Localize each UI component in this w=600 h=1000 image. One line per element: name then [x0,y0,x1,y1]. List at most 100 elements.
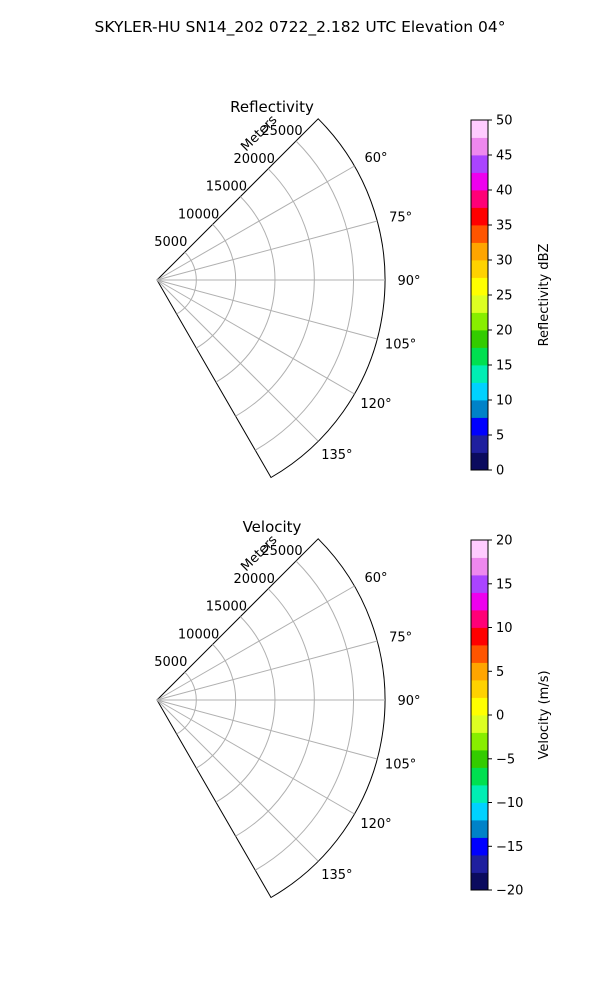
reflectivity-colorbar-swatch [471,190,488,208]
velocity-colorbar-swatch [471,767,488,786]
velocity-colorbar-tick-label: 15 [496,577,513,592]
reflectivity-colorbar-tick-label: 30 [496,254,513,269]
velocity-colorbar-swatch [471,715,488,733]
reflectivity-title: Reflectivity [230,98,314,116]
reflectivity-colorbar-swatch [471,172,488,191]
velocity-angle-tick-label: 105° [385,758,416,773]
figure-title: SKYLER-HU SN14_202 0722_2.182 UTC Elevat… [95,18,506,37]
reflectivity-range-tick-label: 5000 [154,235,187,250]
velocity-range-ring [215,616,276,803]
velocity-colorbar-tick-label: −10 [496,796,523,811]
velocity-colorbar-swatch [471,540,488,558]
reflectivity-colorbar-swatch [471,382,488,401]
reflectivity-angle-tick-label: 75° [389,210,412,225]
reflectivity-colorbar-swatch [471,207,488,226]
velocity-colorbar-swatch [471,557,488,576]
reflectivity-range-ring [196,224,237,349]
reflectivity-angle-tick-label: 90° [397,274,420,289]
velocity-colorbar-tick-label: −20 [496,884,523,899]
velocity-range-ring [196,644,237,769]
velocity-angle-spoke [156,585,355,701]
reflectivity-colorbar-tick-label: 25 [496,289,513,304]
velocity-angle-tick-label: 75° [389,630,412,645]
reflectivity-angle-spoke [156,279,378,340]
reflectivity-colorbar-tick-label: 40 [496,184,513,199]
reflectivity-angle-spoke [156,165,355,281]
velocity-colorbar-swatch [471,680,488,698]
reflectivity-range-tick-label: 10000 [178,207,219,222]
reflectivity-colorbar-tick-label: 50 [496,114,513,129]
reflectivity-colorbar-swatch [471,242,488,261]
reflectivity-range-ring [255,140,355,451]
velocity-angle-spoke [156,640,378,701]
velocity-colorbar-swatch [471,802,488,821]
reflectivity-colorbar-swatch [471,312,488,331]
velocity-range-ring [176,671,197,735]
reflectivity-range-tick-label: 20000 [234,152,275,167]
reflectivity-sector-frame [156,118,386,479]
velocity-angle-spoke [156,699,378,760]
reflectivity-angle-spoke [156,279,355,395]
reflectivity-colorbar-swatch [471,347,488,366]
velocity-angle-tick-label: 60° [364,571,387,586]
reflectivity-range-tick-label: 25000 [261,124,302,139]
velocity-colorbar-swatch [471,627,488,646]
velocity-colorbar-swatch [471,855,488,873]
velocity-colorbar-swatch [471,645,488,663]
velocity-colorbar-swatch [471,820,488,838]
velocity-angle-tick-label: 135° [321,868,352,883]
reflectivity-range-ring [215,196,276,383]
reflectivity-angle-spoke [156,279,319,442]
velocity-range-tick-label: 20000 [234,572,275,587]
velocity-colorbar-tick-label: −5 [496,752,515,767]
reflectivity-colorbar-swatch [471,400,488,418]
reflectivity-colorbar-swatch [471,120,488,138]
reflectivity-angle-tick-label: 120° [360,397,391,412]
velocity-colorbar-tick-label: 5 [496,665,504,680]
reflectivity-angle-tick-label: 135° [321,448,352,463]
reflectivity-colorbar-swatch [471,330,488,348]
velocity-colorbar-swatch [471,750,488,768]
velocity-colorbar-swatch [471,662,488,681]
velocity-colorbar-swatch [471,697,488,716]
velocity-range-ring [255,560,355,871]
reflectivity-angle-spoke [156,220,378,281]
velocity-angle-tick-label: 120° [360,817,391,832]
reflectivity-colorbar-swatch [471,137,488,156]
velocity-colorbar-label: Velocity (m/s) [537,670,552,759]
velocity-colorbar-swatch [471,575,488,593]
reflectivity-colorbar-swatch [471,452,488,471]
velocity-colorbar-swatch [471,592,488,611]
velocity-angle-tick-label: 90° [397,694,420,709]
velocity-colorbar-swatch [471,610,488,628]
reflectivity-range-ring [176,251,197,315]
velocity-angle-spoke [156,699,355,815]
reflectivity-range-tick-label: 15000 [206,180,247,195]
velocity-sector-frame [156,538,386,899]
reflectivity-colorbar-tick-label: 0 [496,464,504,479]
reflectivity-colorbar-tick-label: 35 [496,219,513,234]
velocity-range-tick-label: 10000 [178,627,219,642]
velocity-title: Velocity [243,518,302,536]
reflectivity-colorbar-swatch [471,417,488,436]
velocity-colorbar-tick-label: 20 [496,534,513,549]
velocity-range-tick-label: 5000 [154,655,187,670]
reflectivity-colorbar-swatch [471,365,488,383]
velocity-colorbar-tick-label: −15 [496,840,523,855]
reflectivity-angle-tick-label: 60° [364,151,387,166]
velocity-colorbar-swatch [471,872,488,891]
velocity-panel: Velocity 500010000150002000025000Meters6… [154,518,552,899]
reflectivity-colorbar-swatch [471,295,488,313]
reflectivity-colorbar-label: Reflectivity dBZ [537,244,552,347]
reflectivity-colorbar-swatch [471,155,488,173]
velocity-colorbar-tick-label: 0 [496,709,504,724]
reflectivity-colorbar-swatch [471,225,488,243]
reflectivity-colorbar-tick-label: 45 [496,149,513,164]
reflectivity-colorbar-swatch [471,435,488,453]
velocity-colorbar-swatch [471,785,488,803]
velocity-range-tick-label: 25000 [261,544,302,559]
reflectivity-colorbar-swatch [471,277,488,296]
reflectivity-panel: Reflectivity 500010000150002000025000Met… [154,98,552,479]
velocity-range-tick-label: 15000 [206,600,247,615]
